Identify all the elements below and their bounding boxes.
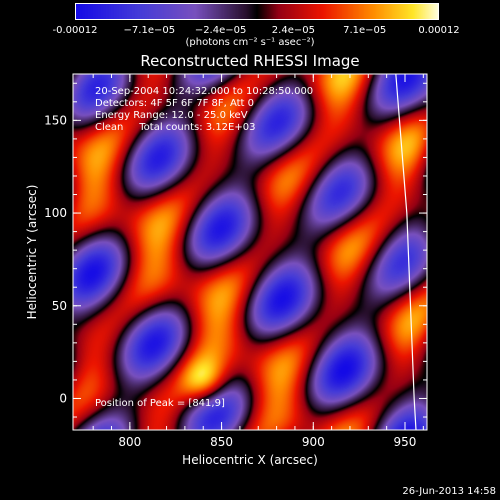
detectors-label: Detectors: 4F 5F 6F 7F 8F, Att 0: [95, 98, 255, 109]
x-tick-label: 900: [302, 435, 325, 449]
peak-position-label: Position of Peak = [841,9]: [95, 398, 225, 409]
solar-limb-line: [395, 73, 417, 431]
colorbar-tick-label: -0.00012: [52, 25, 98, 36]
y-tick-label: 50: [52, 299, 67, 313]
x-tick-label: 950: [394, 435, 417, 449]
x-axis-label: Heliocentric X (arcsec): [182, 453, 318, 467]
y-tick-label: 0: [59, 391, 67, 405]
timestamp: 26-Jun-2013 14:58: [402, 486, 496, 497]
y-tick-label: 100: [44, 206, 67, 220]
heatmap-image: [73, 74, 427, 430]
x-tick-label: 850: [210, 435, 233, 449]
total-counts-label: Clean Total counts: 3.12E+03: [95, 122, 256, 133]
colorbar-tick-label: −2.4e−05: [194, 25, 247, 36]
colorbar-tick-label: 7.1e−05: [343, 25, 387, 36]
y-tick-label: 150: [44, 113, 67, 127]
plot-border: [72, 73, 428, 431]
colorbar-tick-label: 0.00012: [418, 25, 460, 36]
y-axis-label: Heliocentric Y (arcsec): [25, 185, 39, 320]
x-tick-label: 800: [118, 435, 141, 449]
colorbar-units: (photons cm⁻² s⁻¹ asec⁻²): [185, 37, 315, 48]
chart-title: Reconstructed RHESSI Image: [140, 52, 360, 70]
colorbar-tick-label: 2.4e−05: [271, 25, 315, 36]
colorbar-tick-label: −7.1e−05: [123, 25, 176, 36]
colorbar-gradient: [75, 3, 439, 20]
obs-time-label: 20-Sep-2004 10:24:32.000 to 10:28:50.000: [95, 86, 314, 97]
energy-range-label: Energy Range: 12.0 - 25.0 keV: [95, 110, 248, 121]
colorbar-frame: [75, 3, 439, 20]
